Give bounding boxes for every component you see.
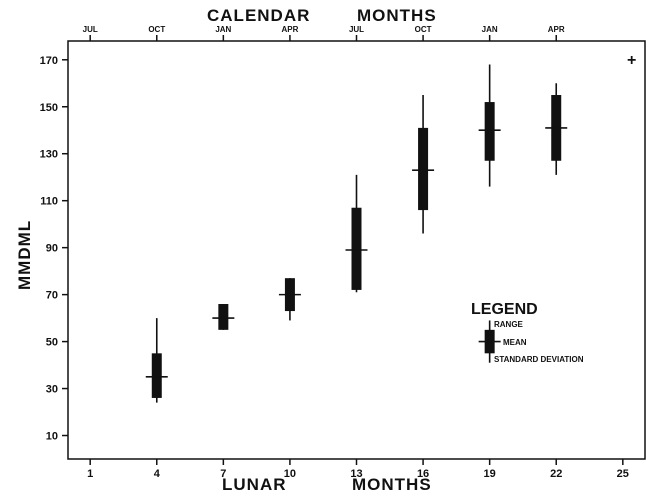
legend: LEGEND RANGE MEAN STANDARD DEVIATION [471,301,584,364]
data-point-19-sd-box [484,102,495,161]
legend-title: LEGEND [471,301,538,318]
x-tick-label: 10 [284,468,296,480]
top-tick-label: APR [281,25,298,34]
x-tick-label: 19 [484,468,496,480]
data-point-4-sd-box [151,353,162,398]
data-point-13-sd-box [351,207,362,290]
top-tick-label: JAN [482,25,498,34]
top-axis: JUL OCT JAN APR JUL OCT JAN APR [83,25,565,41]
y-tick-label: 50 [46,337,58,349]
x-axis-title-lunar: LUNAR [222,475,287,494]
x-tick-label: 22 [550,468,562,480]
legend-sd-label: STANDARD DEVIATION [494,355,584,364]
x-tick-label: 16 [417,468,429,480]
top-title-months: MONTHS [357,6,437,25]
x-axis: 1 4 7 10 13 16 19 22 25 [87,459,629,480]
y-tick-label: 30 [46,384,58,396]
y-tick-label: 170 [40,55,58,67]
top-tick-label: JAN [215,25,231,34]
x-axis-title-months: MONTHS [352,475,432,494]
x-tick-label: 13 [350,468,362,480]
y-tick-label: 110 [40,196,58,208]
x-tick-label: 4 [154,468,161,480]
top-tick-label: JUL [349,25,364,34]
x-tick-label: 25 [617,468,629,480]
y-tick-label: 90 [46,243,58,255]
legend-mean-label: MEAN [503,338,527,347]
top-tick-label: JUL [83,25,98,34]
data-point-7-sd-box [218,304,229,330]
y-tick-label: 130 [40,149,58,161]
y-tick-label: 150 [40,102,58,114]
data-point-16-sd-box [418,127,429,211]
y-axis-title: MMDML [15,220,34,290]
data-marks [145,64,568,403]
top-tick-label: APR [548,25,565,34]
legend-range-label: RANGE [494,320,524,329]
top-tick-label: OCT [415,25,432,34]
y-axis: 10 30 50 70 90 110 130 150 170 [40,55,68,443]
legend-glyph [478,320,501,363]
top-title-calendar: CALENDAR [207,6,310,25]
x-tick-label: 1 [87,468,93,480]
top-tick-label: OCT [148,25,165,34]
corner-plus-marker: + [627,52,636,69]
y-tick-label: 10 [46,431,58,443]
y-tick-label: 70 [46,290,58,302]
x-tick-label: 7 [220,468,226,480]
